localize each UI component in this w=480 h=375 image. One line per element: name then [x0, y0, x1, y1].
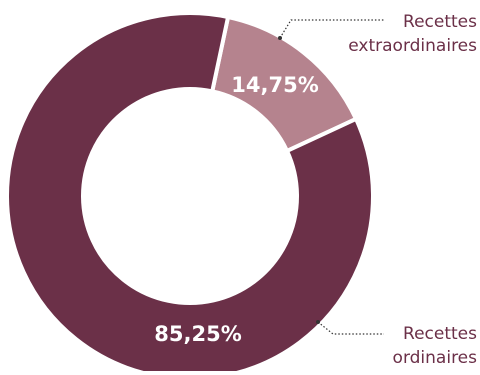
- leader-line-extraordinaires: [278, 19, 384, 40]
- callout-label-ordinaires-line1: Recettes: [403, 324, 477, 344]
- donut-slice-ordinaires: [5, 11, 375, 375]
- slice-value-label-ordinaires: 85,25%: [154, 322, 241, 346]
- leader-line-ordinaires: [316, 320, 384, 335]
- callout-label-ordinaires-line2: ordinaires: [393, 348, 478, 368]
- slices-group: [5, 11, 375, 375]
- callout-label-extraordinaires-line2: extraordinaires: [348, 36, 477, 56]
- slice-value-label-extraordinaires: 14,75%: [231, 73, 318, 97]
- callout-label-extraordinaires-line1: Recettes: [403, 12, 477, 32]
